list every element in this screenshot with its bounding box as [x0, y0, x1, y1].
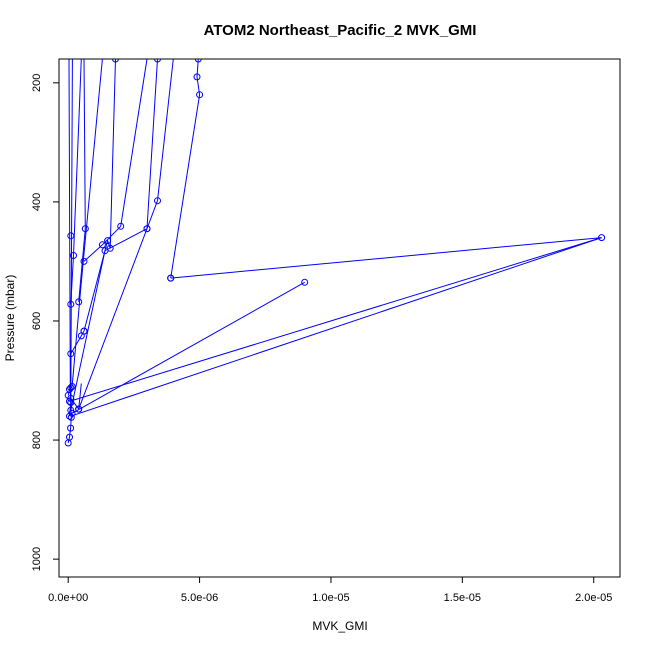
data-point — [167, 274, 175, 282]
series-line-17 — [83, 225, 122, 262]
x-tick-label: 2.0e-05 — [575, 592, 612, 604]
data-point — [196, 91, 204, 99]
data-point — [67, 384, 75, 392]
data-point — [101, 247, 109, 255]
series-line-22 — [170, 59, 201, 279]
data-point — [80, 257, 88, 265]
series-line-13 — [73, 59, 82, 256]
data-point — [67, 350, 75, 358]
series-line-11 — [83, 59, 116, 332]
series-line-6 — [71, 59, 103, 387]
data-point — [194, 59, 202, 63]
x-tick-label: 1.0e-05 — [312, 592, 349, 604]
data-point — [301, 278, 309, 286]
y-tick-label: 200 — [31, 74, 43, 92]
series-line-8 — [78, 59, 158, 410]
x-tick-label: 0.0e+00 — [48, 592, 88, 604]
y-axis-label: Pressure (mbar) — [3, 275, 17, 362]
series-line-24 — [70, 237, 602, 417]
data-point — [143, 225, 151, 233]
series-line-15 — [78, 228, 86, 302]
data-point — [154, 59, 161, 63]
data-point — [104, 237, 112, 245]
y-tick-label: 800 — [31, 431, 43, 449]
data-point — [67, 424, 75, 432]
x-tick-label: 1.5e-05 — [444, 592, 481, 604]
series-line-23 — [71, 281, 305, 414]
y-tick-label: 1000 — [31, 547, 43, 571]
series-line-12 — [70, 255, 74, 305]
data-point — [193, 73, 201, 81]
series-line-18 — [120, 59, 148, 227]
data-point — [67, 232, 75, 240]
chart-title: ATOM2 Northeast_Pacific_2 MVK_GMI — [204, 22, 477, 39]
data-point — [112, 59, 119, 63]
data-point — [68, 409, 76, 417]
series-line-16 — [83, 59, 86, 229]
y-tick-label: 400 — [31, 193, 43, 211]
series-line-10 — [70, 330, 85, 354]
data-point — [80, 327, 88, 335]
y-tick-label: 600 — [31, 312, 43, 330]
data-point — [75, 298, 83, 306]
series-line-21 — [69, 237, 602, 402]
y-axis: 200 400 600 800 1000 — [31, 74, 60, 571]
series-line-19 — [70, 200, 158, 411]
data-point — [98, 241, 106, 249]
series-line-4 — [70, 59, 73, 403]
data-point — [66, 397, 73, 405]
data-point — [598, 234, 606, 242]
data-point — [66, 433, 73, 441]
series-line-9 — [78, 383, 82, 410]
series-line-20 — [157, 59, 174, 201]
x-axis-label: MVK_GMI — [312, 619, 367, 633]
x-tick-label: 5.0e-06 — [181, 592, 218, 604]
series-line-3 — [69, 402, 72, 417]
data-point — [67, 300, 75, 308]
x-axis: 0.0e+00 5.0e-06 1.0e-05 1.5e-05 2.0e-05 — [48, 576, 612, 604]
series-layer — [64, 59, 606, 447]
